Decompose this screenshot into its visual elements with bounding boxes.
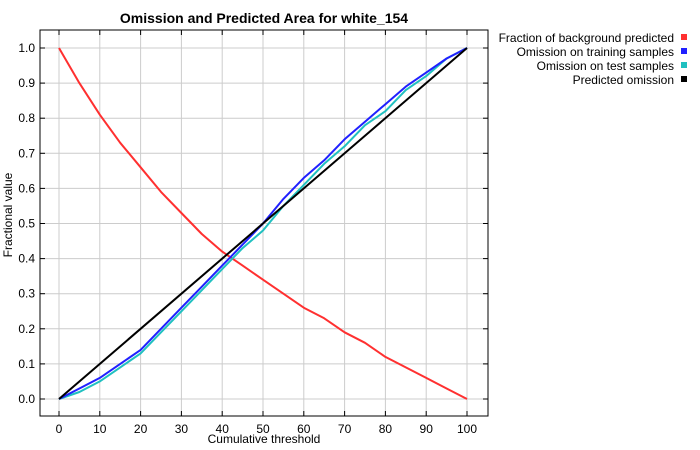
y-tick-label: 0.9 [18,76,35,90]
series-line-omission-on-test-samples [58,47,468,400]
y-tick-label: 0.0 [18,392,35,406]
series-line-predicted-omission [58,47,468,400]
x-tick-label: 90 [420,422,434,436]
y-tick-label: 0.6 [18,181,35,195]
chart-title: Omission and Predicted Area for white_15… [120,10,408,26]
legend-label-predicted-omission: Predicted omission [573,73,674,87]
series-line-fraction-of-background-predicted [58,47,468,400]
y-tick-label: 0.4 [18,252,35,266]
y-axis-label: Fractional value [1,172,15,257]
y-tick-label: 0.1 [18,357,35,371]
y-tick-label: 0.8 [18,111,35,125]
legend-swatch-omission-on-training-samples [681,48,687,54]
legend-swatch-omission-on-test-samples [681,62,687,68]
legend-swatch-predicted-omission [681,76,687,82]
y-tick-label: 0.3 [18,287,35,301]
legend-swatch-fraction-of-background-predicted [681,34,687,40]
x-tick-label: 30 [175,422,189,436]
grid [40,30,488,416]
legend-label-omission-on-training-samples: Omission on training samples [517,45,674,59]
legend: Fraction of background predictedOmission… [499,31,687,87]
y-tick-label: 0.5 [18,217,35,231]
x-tick-label: 40 [216,422,230,436]
x-axis-label: Cumulative threshold [208,432,321,446]
x-tick-label: 70 [338,422,352,436]
x-tick-label: 50 [256,422,270,436]
y-tick-label: 0.7 [18,146,35,160]
series-lines [58,47,468,400]
y-tick-label: 1.0 [18,41,35,55]
x-tick-label: 80 [379,422,393,436]
legend-label-fraction-of-background-predicted: Fraction of background predicted [499,31,674,45]
x-tick-label: 20 [134,422,148,436]
legend-label-omission-on-test-samples: Omission on test samples [537,59,674,73]
x-tick-label: 0 [56,422,63,436]
y-tick-label: 0.2 [18,322,35,336]
x-tick-label: 10 [93,422,107,436]
x-tick-label: 100 [457,422,477,436]
axis-ticks: 0 10 20 30 40 50 60 70 80 90 100 0.0 0.1 0.2 0.3 0.4 0.5… [18,30,488,436]
x-tick-label: 60 [297,422,311,436]
